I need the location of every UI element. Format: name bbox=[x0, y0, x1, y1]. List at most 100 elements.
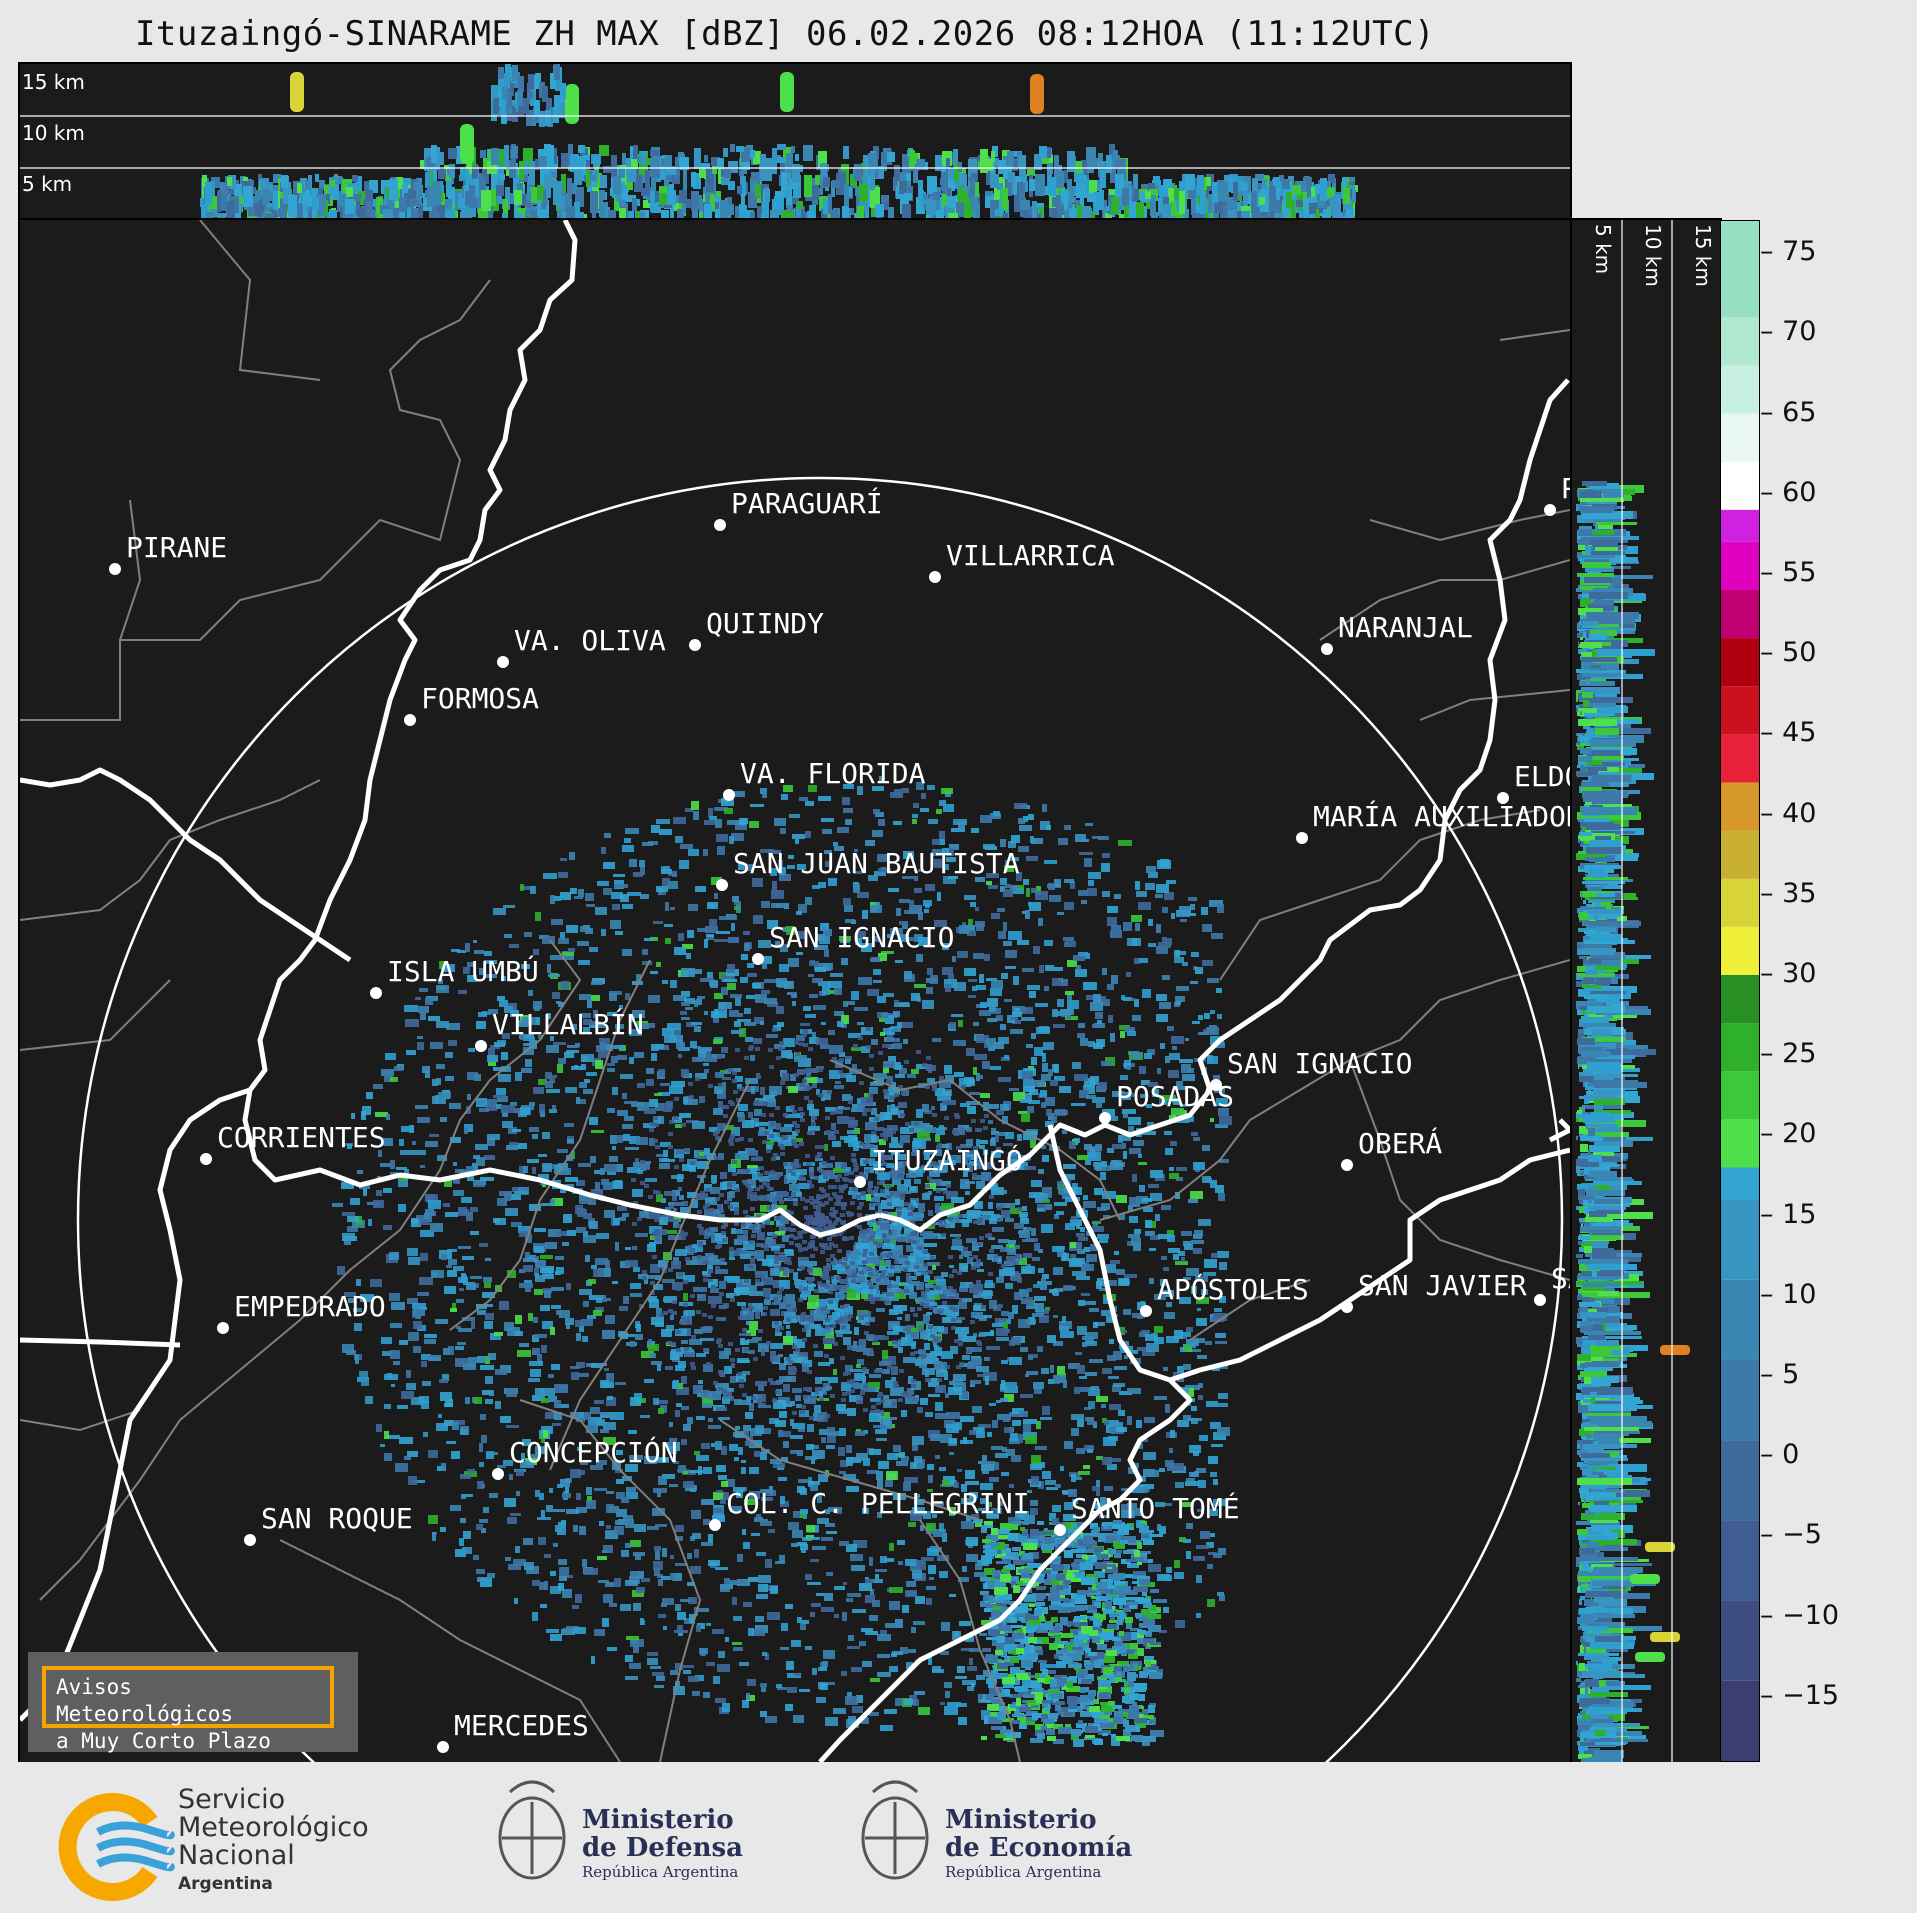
colorbar-band bbox=[1721, 686, 1759, 734]
city-dot-icon bbox=[1341, 1301, 1353, 1313]
city-label: SAN JAVIER bbox=[1358, 1269, 1527, 1302]
colorbar-band bbox=[1721, 510, 1759, 542]
city-label: OBERÁ bbox=[1358, 1126, 1442, 1160]
colorbar-tick-label: – 75 bbox=[1760, 236, 1816, 267]
smn-logo-icon bbox=[68, 1802, 171, 1892]
city-marker: VA. OLIVA bbox=[497, 624, 666, 668]
city-dot-icon bbox=[752, 953, 764, 965]
city-label: VA. OLIVA bbox=[514, 624, 666, 657]
economia-logo-text: Ministerio de Economía República Argenti… bbox=[945, 1806, 1132, 1882]
city-marker: PIRANE bbox=[109, 531, 227, 575]
city-dot-icon bbox=[689, 639, 701, 651]
colorbar-band bbox=[1721, 1601, 1759, 1681]
city-label: SAN IGNACIO bbox=[769, 921, 954, 954]
colorbar-band bbox=[1721, 927, 1759, 975]
city-dot-icon bbox=[723, 789, 735, 801]
colorbar-tick-label: – 70 bbox=[1760, 316, 1816, 347]
colorbar-tick-label: – 60 bbox=[1760, 477, 1816, 508]
top-echo-layer bbox=[200, 64, 1358, 218]
colorbar-tick-label: – 30 bbox=[1760, 958, 1816, 989]
smn-line2: Meteorológico bbox=[178, 1814, 369, 1842]
city-dot-icon bbox=[1140, 1305, 1152, 1317]
city-dot-icon bbox=[929, 571, 941, 583]
colorbar-tick-label: – −10 bbox=[1760, 1600, 1839, 1631]
colorbar-tick-label: – −5 bbox=[1760, 1519, 1822, 1550]
city-label: SAN bbox=[1551, 1262, 1570, 1295]
city-marker: QUIINDY bbox=[689, 607, 824, 651]
city-dot-icon bbox=[492, 1468, 504, 1480]
side-echo-layer bbox=[1576, 481, 1690, 1762]
avisos-link[interactable]: Avisos Meteorológicos a Muy Corto Plazo bbox=[42, 1666, 334, 1728]
city-label: PARAGUARÍ bbox=[731, 486, 883, 520]
colorbar-band bbox=[1721, 831, 1759, 879]
city-marker: FORMOSA bbox=[404, 682, 539, 726]
city-label: FORMOSA bbox=[421, 682, 539, 715]
city-dot-icon bbox=[854, 1176, 866, 1188]
city-label: QUIINDY bbox=[706, 607, 824, 640]
city-label: APÓSTOLES bbox=[1157, 1272, 1309, 1306]
city-marker: MARÍA AUXILIADOR bbox=[1296, 799, 1570, 844]
colorbar-band bbox=[1721, 1440, 1759, 1520]
side-alt-label-10km: 10 km bbox=[1641, 224, 1665, 287]
city-dot-icon bbox=[497, 656, 509, 668]
city-dot-icon bbox=[1296, 832, 1308, 844]
city-dot-icon bbox=[200, 1153, 212, 1165]
city-marker: APÓSTOLES bbox=[1140, 1272, 1309, 1317]
alt-label-10km: 10 km bbox=[22, 121, 85, 145]
colorbar-band bbox=[1721, 462, 1759, 510]
city-dot-icon bbox=[109, 563, 121, 575]
colorbar-band bbox=[1721, 734, 1759, 782]
city-marker: VILLARRICA bbox=[929, 539, 1115, 583]
city-marker: SAN bbox=[1534, 1262, 1570, 1306]
city-dot-icon bbox=[475, 1040, 487, 1052]
smn-line4: Argentina bbox=[178, 1870, 369, 1898]
economia-line3: República Argentina bbox=[945, 1862, 1132, 1882]
colorbar-tick-label: – −15 bbox=[1760, 1680, 1839, 1711]
colorbar-band bbox=[1721, 1023, 1759, 1071]
colorbar-band bbox=[1721, 1360, 1759, 1440]
defensa-shield-icon bbox=[500, 1782, 564, 1878]
smn-logo-text: Servicio Meteorológico Nacional Argentin… bbox=[178, 1786, 369, 1898]
colorbar-band bbox=[1721, 1167, 1759, 1199]
colorbar-band bbox=[1721, 1119, 1759, 1167]
city-label: EMPEDRADO bbox=[234, 1290, 386, 1323]
city-marker: NARANJAL bbox=[1321, 611, 1473, 655]
economia-line1: Ministerio bbox=[945, 1806, 1132, 1834]
city-dot-icon bbox=[404, 714, 416, 726]
colorbar-tick-label: – 65 bbox=[1760, 397, 1816, 428]
defensa-line3: República Argentina bbox=[582, 1862, 743, 1882]
city-label: ELDOR bbox=[1514, 760, 1570, 793]
city-label: NARANJAL bbox=[1338, 611, 1473, 644]
radar-map[interactable]: PIRANE PARAGUARÍ VILLARRICA QUIINDY VA. OLIV… bbox=[18, 218, 1572, 1764]
city-marker: SAN ROQUE bbox=[244, 1502, 413, 1546]
city-dot-icon bbox=[1054, 1524, 1066, 1536]
radar-map-svg: PIRANE PARAGUARÍ VILLARRICA QUIINDY VA. OLIV… bbox=[20, 220, 1570, 1762]
city-label: PIRANE bbox=[126, 531, 227, 564]
city-label: MERCEDES bbox=[454, 1709, 589, 1742]
avisos-box[interactable]: Avisos Meteorológicos a Muy Corto Plazo bbox=[28, 1652, 358, 1752]
city-label: VA. FLORIDA bbox=[740, 757, 926, 790]
colorbar-tick-label: – 0 bbox=[1760, 1439, 1799, 1470]
colorbar-band bbox=[1721, 1200, 1759, 1280]
city-label: PUER bbox=[1561, 472, 1570, 505]
city-marker: POSADAS bbox=[1099, 1080, 1234, 1124]
city-dot-icon bbox=[714, 519, 726, 531]
colorbar-band bbox=[1721, 317, 1759, 365]
avisos-line1: Avisos Meteorológicos bbox=[56, 1674, 320, 1728]
colorbar-tick-label: – 50 bbox=[1760, 637, 1816, 668]
city-label: ITUZAINGÓ bbox=[871, 1143, 1023, 1177]
colorbar-tick-label: – 40 bbox=[1760, 798, 1816, 829]
side-alt-label-15km: 15 km bbox=[1691, 224, 1715, 287]
colorbar-tick-label: – 5 bbox=[1760, 1359, 1799, 1390]
dbz-colorbar bbox=[1720, 220, 1760, 1762]
city-dot-icon bbox=[217, 1322, 229, 1334]
city-marker: ELDOR bbox=[1497, 760, 1570, 804]
colorbar-tick-label: – 10 bbox=[1760, 1279, 1816, 1310]
city-label: COL. C. PELLEGRINI bbox=[726, 1487, 1029, 1520]
city-dot-icon bbox=[244, 1534, 256, 1546]
city-label: VILLARRICA bbox=[946, 539, 1115, 572]
colorbar-tick-label: – 45 bbox=[1760, 717, 1816, 748]
colorbar-band bbox=[1721, 590, 1759, 638]
defensa-logo-text: Ministerio de Defensa República Argentin… bbox=[582, 1806, 743, 1882]
city-label: ISLA UMBÚ bbox=[387, 954, 539, 988]
